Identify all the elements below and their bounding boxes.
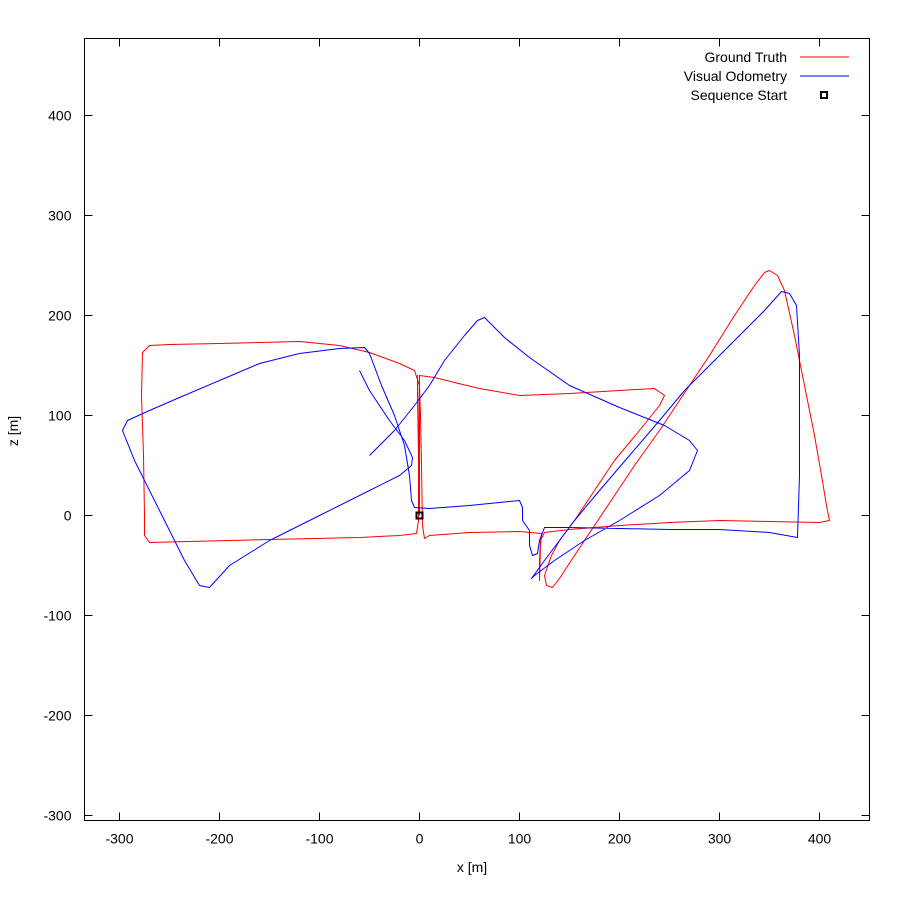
x-tick-label: 0 [416,831,424,847]
y-tick-label: -300 [43,808,71,824]
x-tick-label: 200 [608,831,632,847]
legend-label-ground-truth: Ground Truth [705,49,788,65]
y-tick-label: -200 [43,708,71,724]
y-tick-label: 400 [48,108,72,124]
x-tick-label: 400 [808,831,832,847]
y-tick-label: 300 [48,208,72,224]
y-tick-label: 200 [48,308,72,324]
y-tick-label: -100 [43,608,71,624]
x-axis-label: x [m] [457,859,487,875]
y-tick-label: 100 [48,408,72,424]
ground-truth-line [141,270,830,588]
y-axis-label: z [m] [5,416,21,446]
x-tick-label: 100 [508,831,532,847]
sequence-start-marker [415,511,424,520]
x-tick-label: -100 [305,831,333,847]
plot-frame [84,38,870,821]
x-tick-label: 300 [708,831,732,847]
legend: Ground Truth Visual Odometry Sequence Star… [684,49,849,103]
x-tick-label: -200 [205,831,233,847]
x-tick-label: -300 [105,831,133,847]
series-layer [122,270,830,588]
visual-odometry-line [122,291,800,588]
legend-label-sequence-start: Sequence Start [690,87,787,103]
y-tick-label: 0 [64,508,72,524]
legend-swatch-sequence-start [820,91,828,99]
ticks-layer: -300 -200 -100 0 100 200 300 400 -300 -200 -100 0 10… [43,38,870,847]
legend-label-visual-odometry: Visual Odometry [684,68,787,84]
